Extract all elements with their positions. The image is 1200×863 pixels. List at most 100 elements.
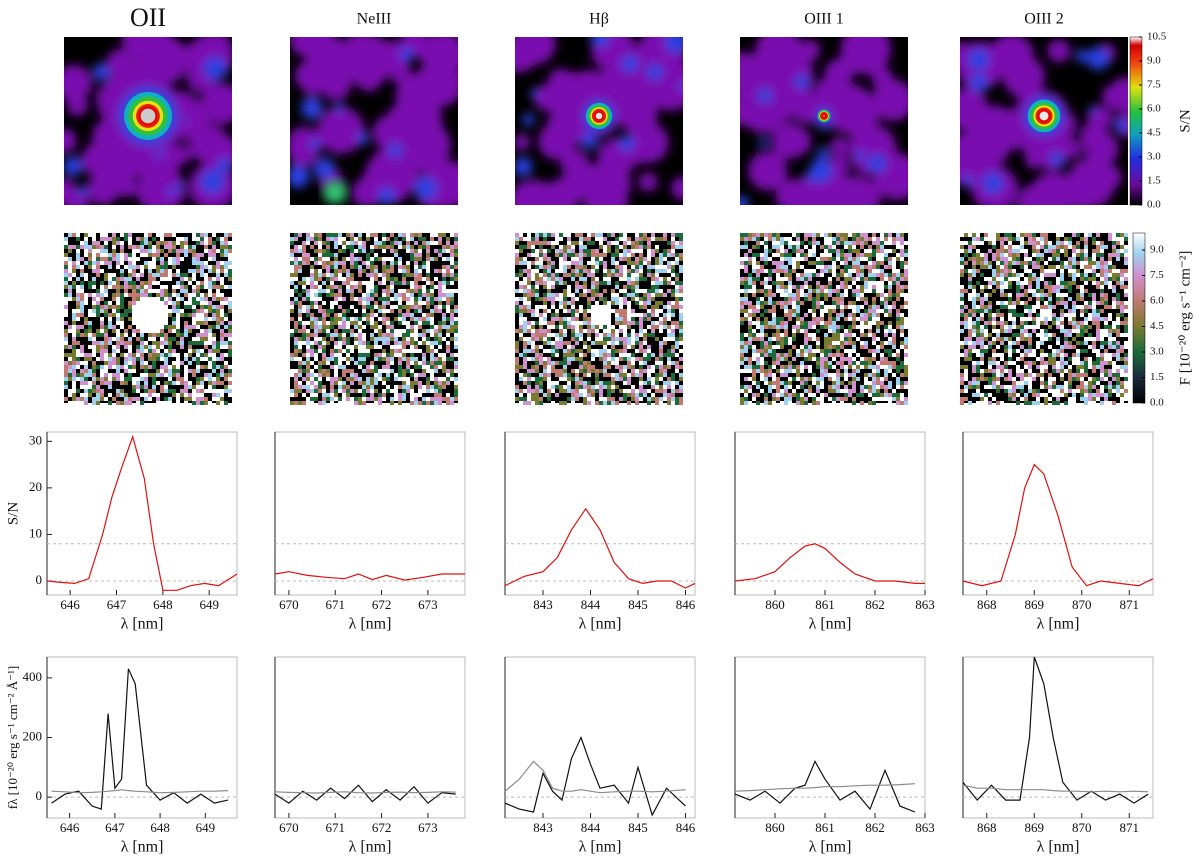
pixel [438, 269, 442, 273]
pixel [671, 313, 675, 317]
pixel [140, 241, 144, 245]
pixel [527, 357, 531, 361]
pixel [342, 349, 346, 353]
pixel [362, 337, 366, 341]
pixel [346, 357, 350, 361]
pixel [812, 301, 816, 305]
pixel [148, 333, 152, 337]
pixel [667, 357, 671, 361]
pixel [800, 325, 804, 329]
pixel [615, 237, 619, 241]
pixel [112, 357, 116, 361]
pixel [535, 281, 539, 285]
pixel [140, 377, 144, 381]
pixel [402, 289, 406, 293]
pixel [112, 345, 116, 349]
pixel [72, 309, 76, 313]
pixel [96, 341, 100, 345]
pixel [659, 389, 663, 393]
pixel [848, 349, 852, 353]
pixel [382, 261, 386, 265]
pixel [780, 265, 784, 269]
pixel [386, 337, 390, 341]
pixel [116, 401, 120, 405]
pixel [212, 385, 216, 389]
pixel [406, 245, 410, 249]
pixel [228, 389, 232, 393]
pixel [410, 297, 414, 301]
pixel [64, 329, 68, 333]
pixel [212, 297, 216, 301]
pixel [824, 353, 828, 357]
pixel [72, 233, 76, 237]
pixel [390, 349, 394, 353]
pixel [772, 281, 776, 285]
pixel [112, 349, 116, 353]
pixel [192, 285, 196, 289]
pixel [603, 353, 607, 357]
pixel [188, 293, 192, 297]
pixel [663, 381, 667, 385]
pixel [228, 365, 232, 369]
pixel [136, 293, 140, 297]
pixel [354, 281, 358, 285]
pixel [318, 285, 322, 289]
pixel [523, 337, 527, 341]
pixel [338, 357, 342, 361]
blob [307, 37, 355, 84]
pixel [212, 241, 216, 245]
pixel [192, 301, 196, 305]
pixel [168, 381, 172, 385]
pixel [330, 333, 334, 337]
pixel [675, 397, 679, 401]
pixel [212, 333, 216, 337]
pixel [176, 253, 180, 257]
pixel [394, 377, 398, 381]
pixel [587, 325, 591, 329]
pixel [208, 385, 212, 389]
pixel [378, 281, 382, 285]
pixel [184, 353, 188, 357]
pixel [796, 401, 800, 405]
pixel [647, 249, 651, 253]
pixel [434, 241, 438, 245]
pixel [438, 285, 442, 289]
pixel [314, 329, 318, 333]
pixel [184, 289, 188, 293]
pixel [176, 241, 180, 245]
pixel [563, 297, 567, 301]
pixel [438, 385, 442, 389]
pixel [756, 333, 760, 337]
pixel [764, 317, 768, 321]
pixel [611, 361, 615, 365]
pixel [651, 369, 655, 373]
pixel [635, 269, 639, 273]
pixel [579, 329, 583, 333]
pixel [294, 337, 298, 341]
pixel [527, 297, 531, 301]
pixel [228, 345, 232, 349]
pixel [96, 269, 100, 273]
pixel [426, 273, 430, 277]
pixel [76, 397, 80, 401]
pixel [108, 393, 112, 397]
pixel [527, 269, 531, 273]
pixel [76, 257, 80, 261]
pixel [567, 345, 571, 349]
pixel [76, 289, 80, 293]
pixel [228, 353, 232, 357]
pixel [310, 389, 314, 393]
pixel [776, 289, 780, 293]
pixel [136, 317, 140, 321]
pixel [442, 245, 446, 249]
pixel [382, 397, 386, 401]
pixel [204, 233, 208, 237]
pixel [639, 249, 643, 253]
pixel [366, 381, 370, 385]
pixel [639, 269, 643, 273]
pixel [539, 277, 543, 281]
column-title: OIII 1 [804, 11, 844, 28]
pixel [414, 337, 418, 341]
pixel [410, 281, 414, 285]
pixel [382, 357, 386, 361]
